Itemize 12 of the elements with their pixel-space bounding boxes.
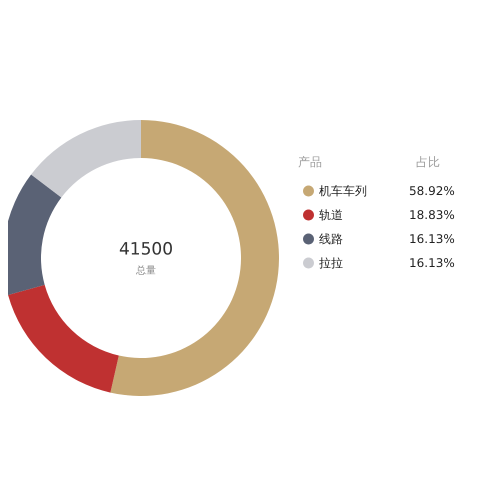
legend-label: 拉拉 [319,256,343,270]
text: 占比 [416,155,440,169]
data-label: 58.92% [409,184,455,198]
legend-label: 机车车列 [319,184,367,198]
data-label: 18.83% [409,208,455,222]
text: 总量 [135,264,156,276]
legend-title: 产品 [298,155,322,169]
legend-label: 轨道 [319,208,343,222]
legend-label: 线路 [319,232,343,246]
text: 41500 [118,240,174,260]
data-label: 16.13% [409,232,455,246]
data-label: 16.13% [409,256,455,270]
